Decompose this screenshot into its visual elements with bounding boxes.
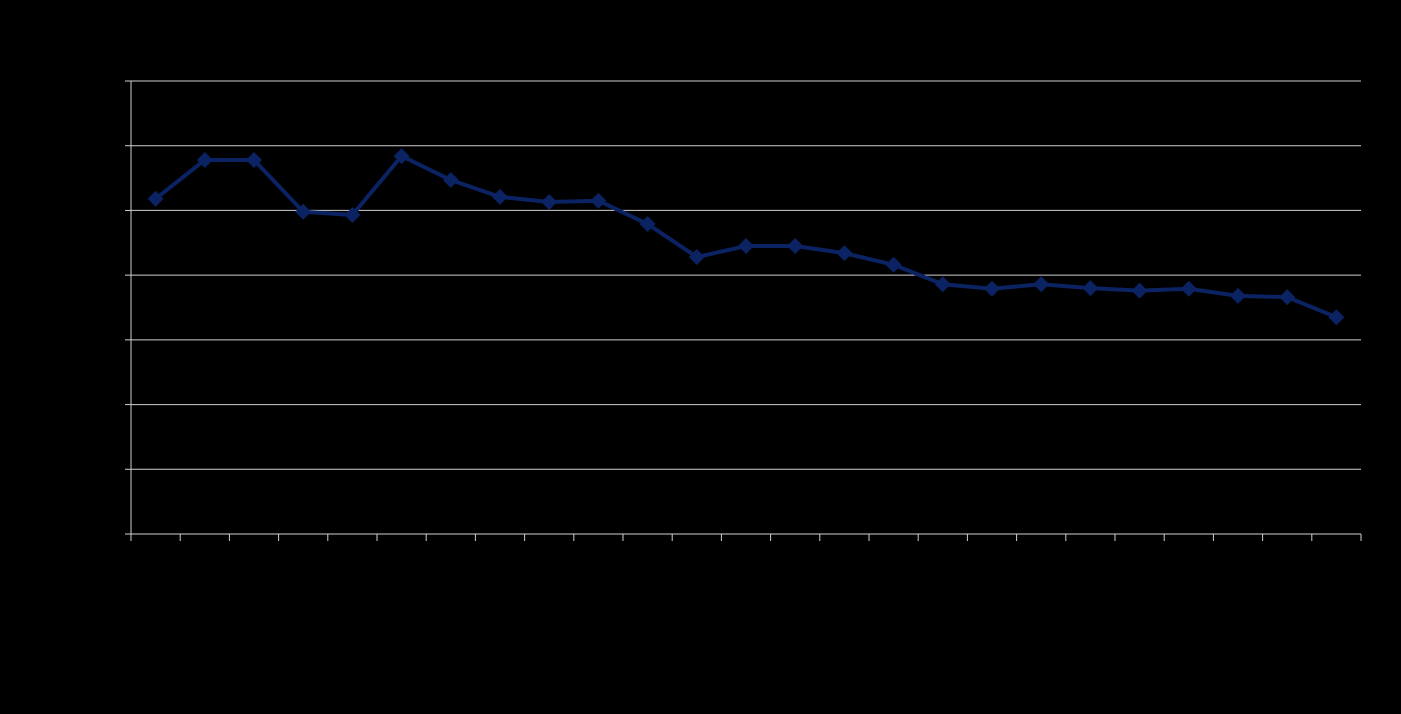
marker (934, 276, 951, 293)
marker (246, 151, 262, 168)
marker (1279, 289, 1296, 306)
marker (590, 192, 607, 209)
marker (885, 256, 902, 273)
marker (393, 148, 410, 165)
marker (442, 172, 459, 189)
marker (1033, 276, 1050, 293)
marker (1230, 287, 1246, 304)
marker (541, 194, 558, 211)
marker (1180, 280, 1197, 297)
marker (984, 280, 1000, 297)
marker (1082, 280, 1099, 297)
marker (295, 203, 312, 220)
marker (344, 206, 361, 223)
marker (1328, 309, 1345, 326)
marker (147, 190, 164, 207)
marker (688, 249, 705, 266)
marker (1131, 282, 1148, 299)
marker (639, 216, 656, 233)
marker (738, 238, 754, 255)
marker (492, 188, 508, 205)
marker (836, 245, 853, 262)
marker (787, 238, 804, 255)
marker (196, 151, 213, 168)
